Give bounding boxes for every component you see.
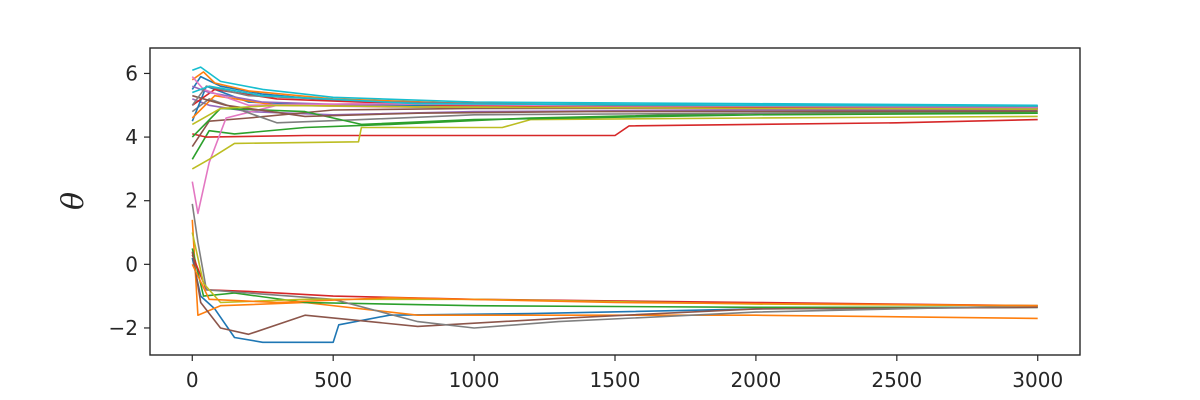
x-tick-label: 500 xyxy=(314,368,352,392)
x-tick-label: 1500 xyxy=(590,368,641,392)
axes-layer: 0 500 1000 1500 2000 2500 3000 −2 0 2 4 6 xyxy=(109,61,1064,392)
y-axis-label: θ xyxy=(56,192,91,210)
y-tick-label: −2 xyxy=(109,316,138,340)
upper-series-line-1 xyxy=(191,75,1038,107)
lower-series-line-8 xyxy=(191,263,1038,307)
x-tick-label: 3000 xyxy=(1012,368,1063,392)
series-layer xyxy=(191,66,1038,344)
upper-series-line-10 xyxy=(192,66,1038,107)
upper-series-line-8 xyxy=(191,98,1038,124)
lower-series-line-1 xyxy=(191,257,1038,344)
plot-frame xyxy=(149,47,1081,356)
x-tick-label: 2500 xyxy=(871,368,922,392)
upper-series-line-19 xyxy=(191,104,1038,126)
lower-series-line-6 xyxy=(191,203,1038,329)
x-tick-label: 2000 xyxy=(730,368,781,392)
y-tick-label: 4 xyxy=(125,125,138,149)
upper-series-line-9 xyxy=(191,115,1038,170)
upper-series-line-4 xyxy=(192,118,1038,138)
upper-series-line-16 xyxy=(192,94,1038,118)
y-tick-label: 0 xyxy=(125,252,138,276)
x-tick-label: 0 xyxy=(186,368,199,392)
upper-series-line-2 xyxy=(191,71,1038,108)
lower-series-line-5 xyxy=(191,251,1038,336)
y-tick-label: 6 xyxy=(125,61,138,85)
y-tick-label: 2 xyxy=(125,189,138,213)
x-tick-label: 1000 xyxy=(449,368,500,392)
lower-series-line-3 xyxy=(191,248,1038,309)
upper-series-line-20 xyxy=(192,85,1038,107)
